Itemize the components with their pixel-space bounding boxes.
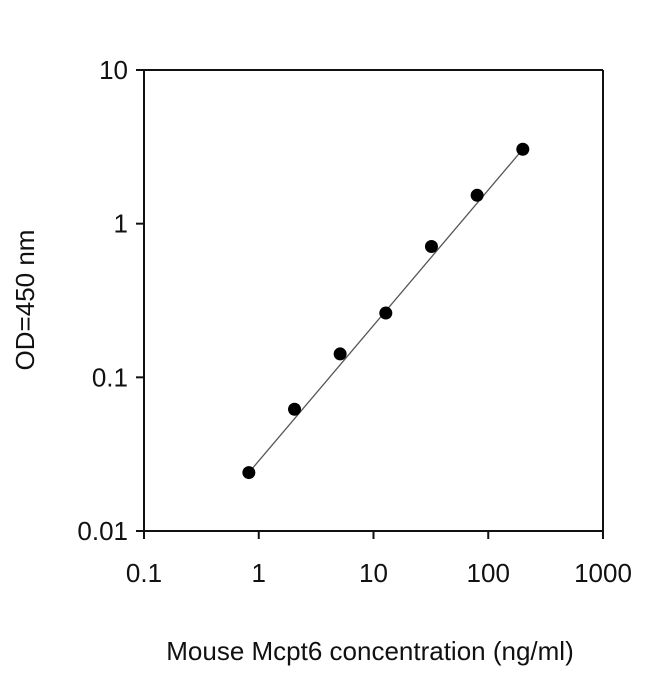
x-axis-ticks: 0.1 1 10 100 1000	[126, 531, 632, 588]
data-point	[424, 240, 438, 254]
data-point	[333, 347, 347, 361]
x-tick-label: 10	[359, 558, 388, 588]
y-tick-label: 0.1	[92, 362, 128, 392]
y-tick-label: 10	[99, 55, 128, 85]
data-point	[288, 402, 302, 416]
y-tick-label: 0.01	[77, 516, 128, 546]
data-point	[242, 466, 256, 480]
data-point	[379, 306, 393, 320]
x-tick-label: 100	[467, 558, 510, 588]
y-tick-label: 1	[114, 209, 128, 239]
x-axis-title: Mouse Mcpt6 concentration (ng/ml)	[166, 636, 574, 666]
y-axis-title: OD=450 nm	[10, 230, 40, 371]
x-tick-label: 1	[252, 558, 266, 588]
plot-frame	[143, 69, 604, 532]
data-point	[470, 188, 484, 202]
data-point	[516, 142, 530, 156]
x-tick-label: 0.1	[126, 558, 162, 588]
data-points	[242, 142, 530, 480]
x-tick-label: 1000	[574, 558, 632, 588]
y-axis-ticks: 0.01 0.1 1 10	[77, 55, 144, 546]
